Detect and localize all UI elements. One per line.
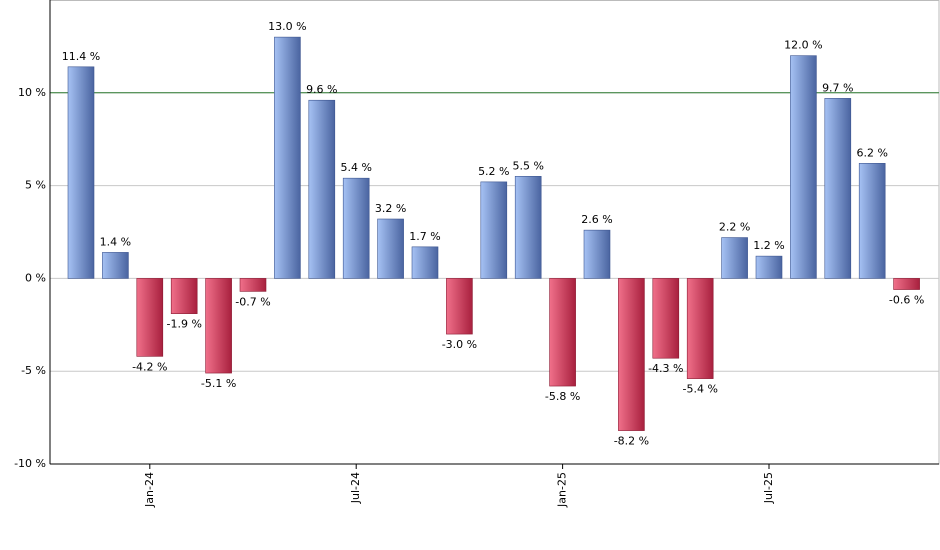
y-tick-label: 10 % <box>18 86 46 99</box>
bar <box>686 278 714 379</box>
x-tick-label: Jan-25 <box>556 472 569 508</box>
value-label: -5.1 % <box>201 377 236 390</box>
value-label: 1.2 % <box>753 239 784 252</box>
value-label: 13.0 % <box>268 20 306 33</box>
value-label: 11.4 % <box>62 50 100 63</box>
bar <box>583 229 611 279</box>
value-label: -4.3 % <box>648 362 683 375</box>
bar <box>652 278 680 359</box>
bar <box>136 278 164 357</box>
value-label: -3.0 % <box>442 338 477 351</box>
bar <box>618 278 645 431</box>
value-label: -0.7 % <box>235 295 270 308</box>
value-label: 2.2 % <box>719 221 750 234</box>
y-tick-label: 5 % <box>25 179 46 192</box>
bar <box>274 36 301 279</box>
bar <box>170 278 198 314</box>
value-label: 5.5 % <box>512 159 543 172</box>
y-tick-label: -5 % <box>21 364 46 377</box>
bar <box>377 218 404 279</box>
bar <box>824 98 852 279</box>
bar <box>239 278 267 292</box>
value-label: 9.6 % <box>306 83 337 96</box>
bar <box>480 181 508 279</box>
y-tick-label: -10 % <box>14 457 46 470</box>
value-label: 3.2 % <box>375 202 406 215</box>
value-label: 2.6 % <box>581 213 612 226</box>
bar <box>67 66 95 279</box>
bar <box>205 278 232 374</box>
x-tick-label: Jan-24 <box>143 472 156 508</box>
bar <box>342 177 370 279</box>
bar <box>514 176 542 279</box>
value-label: -8.2 % <box>614 435 649 448</box>
value-label: -5.8 % <box>545 390 580 403</box>
bar <box>549 278 576 387</box>
bar <box>308 99 336 279</box>
x-tick-label: Jul-25 <box>762 472 775 504</box>
value-label: 1.7 % <box>409 230 440 243</box>
bar <box>893 278 920 290</box>
value-label: 9.7 % <box>822 81 853 94</box>
value-label: 5.2 % <box>478 165 509 178</box>
value-label: 6.2 % <box>856 146 887 159</box>
value-label: -1.9 % <box>166 318 201 331</box>
value-label: -0.6 % <box>889 294 924 307</box>
value-label: -4.2 % <box>132 360 167 373</box>
bar <box>102 252 129 279</box>
bar <box>790 55 817 279</box>
y-tick-label: 0 % <box>25 271 46 284</box>
value-label: 5.4 % <box>340 161 371 174</box>
value-label: 1.4 % <box>100 235 131 248</box>
bar <box>858 163 886 279</box>
bar <box>755 255 783 279</box>
x-tick-label: Jul-24 <box>349 472 362 504</box>
bar <box>411 246 439 279</box>
value-label: 12.0 % <box>784 39 822 52</box>
bar <box>446 278 473 335</box>
value-label: -5.4 % <box>682 383 717 396</box>
bar <box>721 237 748 279</box>
